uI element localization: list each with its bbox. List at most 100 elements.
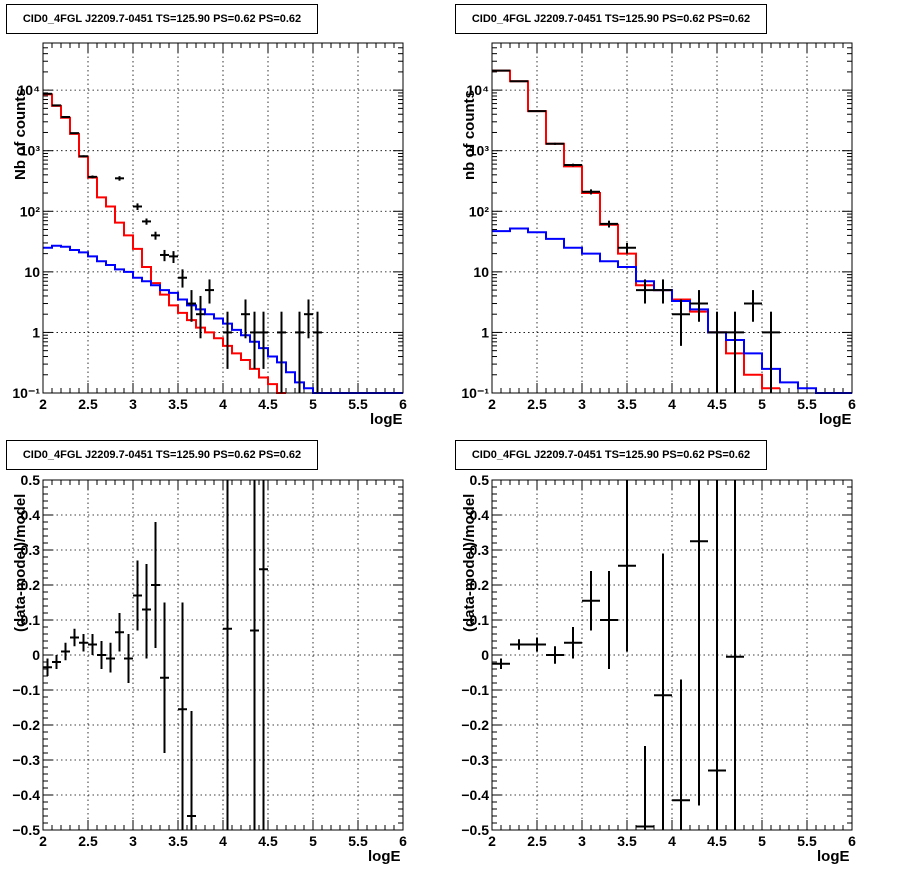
data-point (61, 116, 70, 119)
counts-plot-right: 2 2.5 3 3.5 4 4.5 5 5.5 6 10⁻¹ 1 10 10² 10³ 10⁴ (461, 42, 856, 412)
chart-panel-1: 2 2.5 3 3.5 4 4.5 5 5.5 6 10⁻¹ 1 10 10² 10³ 10⁴ CID0_4… (0, 0, 449, 437)
x-tick-label: 2 (488, 833, 496, 849)
y-tick-label: −0.3 (12, 752, 40, 768)
y-tick-label: 0.3 (470, 542, 490, 558)
x-tick-label: 3.5 (168, 396, 188, 412)
y-tick-label: 0.2 (470, 577, 490, 593)
x-tick-label: 3 (129, 833, 137, 849)
x-tick-label: 6 (399, 396, 407, 412)
data-points (492, 69, 780, 393)
data-point (510, 639, 528, 650)
plot-frame (42, 479, 404, 831)
y-tick-label: 10 (24, 264, 40, 280)
data-point (672, 679, 690, 830)
x-tick-label: 5 (758, 396, 766, 412)
y-axis-label: (data-model)/model (12, 493, 29, 632)
data-point (88, 175, 97, 179)
data-point (618, 480, 636, 652)
x-axis-label: logE (819, 411, 852, 428)
y-tick-label: −0.3 (461, 752, 489, 768)
axis-ticks (491, 479, 853, 831)
data-point (304, 299, 313, 339)
y-tick-label: 0.3 (21, 542, 41, 558)
x-tick-label: 5.5 (348, 396, 368, 412)
data-point (196, 295, 205, 339)
chart-title: CID0_4FGL J2209.7-0451 TS=125.90 PS=0.62… (455, 440, 767, 470)
y-tick-label: 0 (32, 647, 40, 663)
data-point (654, 553, 672, 830)
data-point (79, 634, 88, 652)
data-point (636, 746, 654, 830)
data-point (600, 220, 618, 228)
data-point (124, 634, 133, 683)
chart-panel-2: 2 2.5 3 3.5 4 4.5 5 5.5 6 10⁻¹ 1 10 10² 10³ 10⁴ CID0_4… (449, 0, 898, 437)
plot-frame (42, 42, 404, 394)
x-tick-label: 5 (758, 833, 766, 849)
plot-frame (491, 479, 853, 831)
x-tick-label: 4.5 (707, 833, 727, 849)
grid (492, 480, 852, 830)
data-point (510, 80, 528, 83)
data-point (564, 627, 582, 659)
data-point (160, 249, 169, 262)
data-point (690, 290, 708, 322)
data-point (178, 602, 187, 830)
chart-title: CID0_4FGL J2209.7-0451 TS=125.90 PS=0.62… (6, 440, 318, 470)
data-point (492, 658, 510, 669)
data-point (133, 203, 142, 210)
data-point (313, 311, 322, 393)
grid (43, 480, 403, 830)
data-point (70, 628, 79, 647)
x-tick-label: 3 (578, 396, 586, 412)
grid (492, 43, 852, 393)
y-tick-label: 0 (481, 647, 489, 663)
data-point (106, 642, 115, 673)
y-tick-label: 10³ (469, 143, 490, 159)
x-tick-label: 6 (848, 396, 856, 412)
data-point (528, 110, 546, 113)
data-point (762, 311, 780, 393)
chart-title: CID0_4FGL J2209.7-0451 TS=125.90 PS=0.62… (6, 4, 318, 34)
data-point (115, 176, 124, 181)
x-tick-label: 3 (578, 833, 586, 849)
data-point (79, 155, 88, 158)
y-tick-label: −0.1 (461, 682, 489, 698)
data-point (43, 658, 52, 676)
y-tick-label: 0.1 (21, 612, 41, 628)
y-tick-label: 0.5 (470, 472, 490, 488)
data-point (142, 564, 151, 659)
data-point (205, 279, 214, 304)
y-tick-label: −0.1 (12, 682, 40, 698)
chart-panel-3: 2 2.5 3 3.5 4 4.5 5 5.5 6 −0.5 −0.4 −0.3 −0.2 −0.1 0 0.… (0, 437, 449, 875)
data-point (187, 711, 196, 830)
data-point (564, 163, 582, 167)
x-tick-label: 3.5 (617, 396, 637, 412)
data-points (492, 480, 744, 830)
axis-ticks (42, 42, 404, 394)
y-tick-label: −0.4 (12, 787, 40, 803)
data-point (726, 480, 744, 830)
x-axis-label: logE (817, 848, 850, 865)
data-point (546, 142, 564, 145)
data-point (654, 279, 672, 304)
y-axis-label: (data-model)/model (461, 493, 478, 632)
y-tick-label: 0.2 (21, 577, 41, 593)
x-tick-label: 4.5 (258, 833, 278, 849)
data-point (178, 269, 187, 288)
x-tick-label: 4 (668, 396, 676, 412)
x-tick-label: 5.5 (797, 396, 817, 412)
data-point (259, 480, 268, 830)
chart-title: CID0_4FGL J2209.7-0451 TS=125.90 PS=0.62… (455, 4, 767, 34)
y-tick-label: 10² (469, 203, 490, 219)
x-tick-label: 6 (848, 833, 856, 849)
y-tick-label: 10⁻¹ (12, 385, 40, 401)
x-tick-label: 4.5 (258, 396, 278, 412)
x-tick-label: 2 (39, 396, 47, 412)
y-tick-label: 10³ (20, 143, 41, 159)
data-point (70, 132, 79, 135)
chart-panel-4: 2 2.5 3 3.5 4 4.5 5 5.5 6 −0.5 −0.4 −0.3 −0.2 −0.1 0 0.… (449, 437, 898, 875)
y-tick-label: 10⁴ (18, 82, 41, 98)
y-tick-label: −0.2 (12, 717, 40, 733)
counts-plot-left: 2 2.5 3 3.5 4 4.5 5 5.5 6 10⁻¹ 1 10 10² 10³ 10⁴ (12, 42, 407, 412)
data-point (223, 311, 232, 369)
